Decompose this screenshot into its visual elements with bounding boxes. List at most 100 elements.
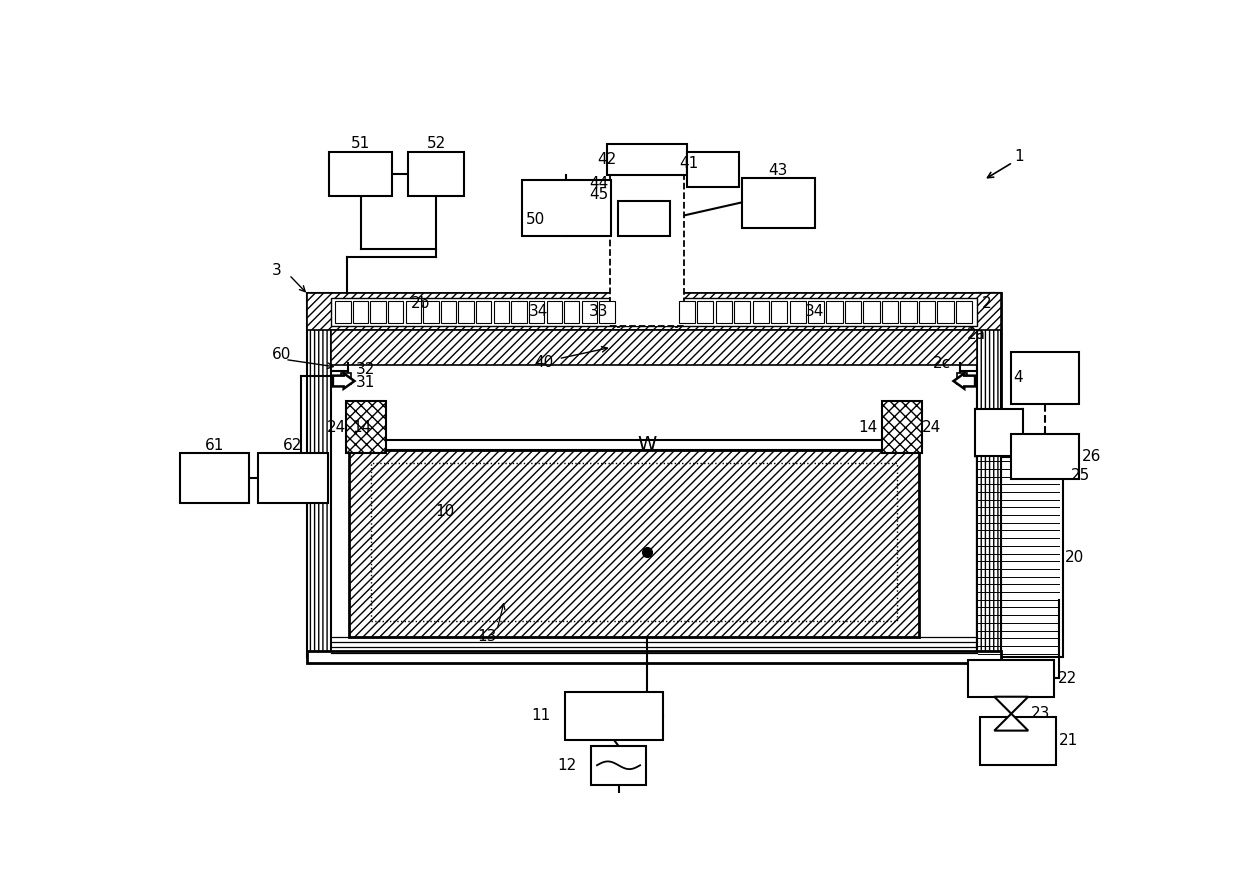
Bar — [371, 301, 386, 323]
Polygon shape — [994, 714, 1028, 731]
Text: 45: 45 — [589, 187, 609, 202]
Text: 23: 23 — [1032, 707, 1050, 721]
Bar — [937, 301, 954, 323]
Bar — [742, 178, 815, 228]
Bar — [618, 200, 670, 236]
Bar — [610, 175, 684, 325]
Bar — [715, 301, 732, 323]
FancyArrow shape — [332, 373, 355, 388]
Text: 25: 25 — [1070, 469, 1090, 483]
Bar — [306, 293, 1001, 658]
Bar — [335, 301, 351, 323]
Bar — [564, 692, 663, 740]
Bar — [371, 463, 898, 621]
Text: 31: 31 — [356, 375, 376, 390]
Text: 50: 50 — [526, 212, 546, 227]
Text: 2a: 2a — [967, 327, 986, 341]
Text: 26: 26 — [1083, 449, 1101, 464]
Bar — [306, 650, 1001, 663]
Bar — [697, 301, 713, 323]
Text: 51: 51 — [351, 136, 371, 151]
Bar — [826, 301, 843, 323]
Bar — [956, 301, 972, 323]
Bar — [844, 301, 861, 323]
Text: 43: 43 — [769, 162, 787, 177]
Bar — [405, 301, 420, 323]
Bar — [808, 301, 825, 323]
Bar — [790, 301, 806, 323]
Bar — [358, 439, 910, 450]
Text: 24: 24 — [921, 420, 941, 435]
Bar — [590, 746, 646, 784]
Text: 2: 2 — [982, 296, 992, 311]
Bar — [956, 373, 967, 384]
Bar — [977, 457, 1063, 658]
Text: 14: 14 — [352, 420, 372, 435]
Bar — [882, 301, 898, 323]
Bar — [547, 301, 562, 323]
Text: 2c: 2c — [932, 356, 951, 371]
Bar — [753, 301, 769, 323]
Text: 40: 40 — [534, 355, 553, 370]
Bar — [441, 301, 456, 323]
Bar — [476, 301, 491, 323]
Bar — [734, 301, 750, 323]
Bar — [353, 301, 368, 323]
Bar — [564, 301, 579, 323]
Bar — [511, 301, 527, 323]
Bar — [331, 331, 977, 365]
Text: 12: 12 — [558, 757, 577, 772]
Text: 60: 60 — [272, 347, 291, 363]
Text: 21: 21 — [1059, 733, 1079, 748]
Bar — [306, 293, 1001, 331]
Bar — [331, 298, 977, 325]
Text: 24: 24 — [326, 420, 346, 435]
Bar — [882, 401, 921, 454]
Text: 41: 41 — [680, 156, 698, 171]
Bar — [529, 301, 544, 323]
Bar — [180, 454, 249, 503]
Bar — [977, 293, 1001, 658]
Text: 10: 10 — [435, 503, 455, 519]
Polygon shape — [994, 697, 1028, 714]
Bar — [388, 301, 403, 323]
Bar — [582, 301, 598, 323]
Bar — [919, 301, 935, 323]
Bar — [306, 293, 331, 658]
Text: 1: 1 — [1014, 150, 1024, 165]
Text: 34: 34 — [529, 304, 548, 319]
Text: 22: 22 — [1058, 671, 1076, 686]
Bar — [687, 151, 739, 187]
Bar — [599, 301, 615, 323]
Bar — [408, 151, 464, 196]
Bar — [459, 301, 474, 323]
Bar — [968, 659, 1054, 697]
Text: 14: 14 — [858, 420, 877, 435]
Text: 32: 32 — [356, 362, 376, 377]
Text: 34: 34 — [805, 304, 825, 319]
Bar — [522, 180, 611, 236]
Text: 2b: 2b — [410, 296, 430, 311]
Text: W: W — [637, 436, 657, 454]
Bar — [608, 143, 687, 175]
Text: 42: 42 — [596, 151, 616, 167]
Bar — [423, 301, 439, 323]
Bar — [975, 409, 1023, 456]
Text: 44: 44 — [589, 176, 609, 192]
Text: 20: 20 — [1064, 550, 1084, 565]
Bar — [494, 301, 510, 323]
Bar — [258, 454, 327, 503]
Text: 11: 11 — [532, 708, 551, 723]
Bar — [678, 301, 694, 323]
Bar — [346, 401, 386, 454]
Text: 52: 52 — [427, 136, 445, 151]
Bar — [981, 716, 1056, 764]
Bar — [771, 301, 787, 323]
Bar — [900, 301, 916, 323]
Bar — [1012, 434, 1079, 478]
Text: 33: 33 — [589, 304, 609, 319]
Bar — [341, 373, 351, 384]
Bar — [350, 450, 919, 637]
Text: 4: 4 — [1013, 371, 1023, 386]
FancyArrow shape — [954, 373, 975, 388]
